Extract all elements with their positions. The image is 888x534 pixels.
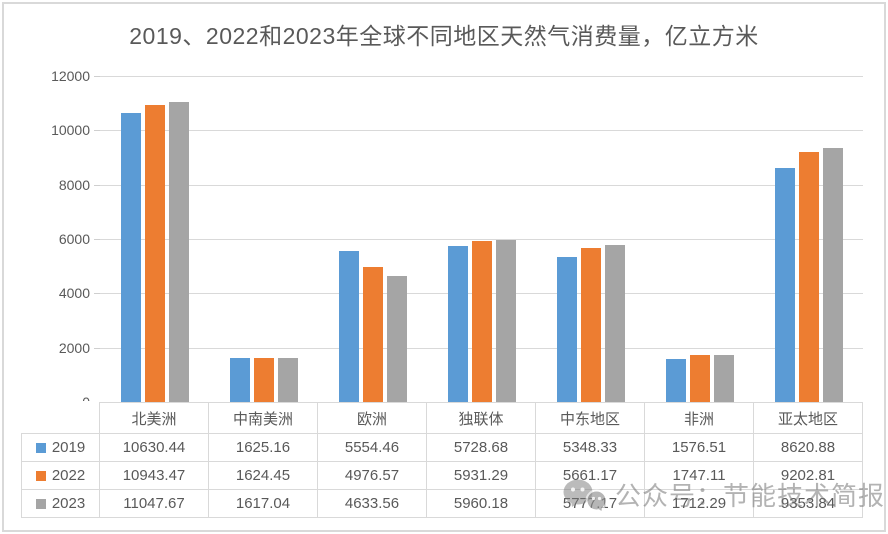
value-cell: 8620.88	[754, 434, 862, 461]
bar-2019	[556, 257, 577, 402]
plot-area	[100, 76, 863, 402]
gridline	[100, 130, 863, 131]
value-cell: 5777.17	[536, 490, 644, 517]
category-header: 独联体	[427, 403, 535, 433]
bar-2022	[362, 267, 383, 402]
data-table: 北美洲 中南美洲 欧洲 独联体 中东地区 非洲 亚太地区 2019 10630.44 1625.1…	[20, 401, 863, 518]
value-cell: 5348.33	[536, 434, 644, 461]
bar-group	[754, 76, 863, 402]
value-cell: 4976.57	[318, 462, 426, 489]
bar-2022	[580, 248, 601, 402]
bar-2023	[713, 355, 734, 402]
bar-group	[209, 76, 318, 402]
value-cell: 11047.67	[100, 490, 208, 517]
y-tick-label: 12000	[51, 68, 90, 84]
bar-2023	[277, 358, 298, 402]
bar-2023	[168, 102, 189, 402]
value-cell: 1625.16	[209, 434, 317, 461]
bar-group	[318, 76, 427, 402]
value-cell: 10630.44	[100, 434, 208, 461]
legend-label: 2019	[51, 439, 86, 456]
bar-2023	[495, 240, 516, 402]
value-cell: 1617.04	[209, 490, 317, 517]
y-tick-mark	[94, 293, 104, 294]
bar-2019	[229, 358, 250, 402]
bar-2023	[822, 148, 843, 402]
legend-key: 2022	[22, 462, 99, 489]
y-axis: 020004000600080001000012000	[0, 68, 104, 410]
bar-2019	[120, 113, 141, 402]
value-cell: 1712.29	[645, 490, 753, 517]
bar-2019	[338, 251, 359, 402]
bar-group	[100, 76, 209, 402]
y-tick-label: 8000	[58, 177, 90, 193]
bar-2019	[665, 359, 686, 402]
category-header: 欧洲	[318, 403, 426, 433]
y-tick-mark	[94, 130, 104, 131]
bar-2023	[386, 276, 407, 402]
legend-label: 2023	[51, 495, 86, 512]
bar-2019	[447, 246, 468, 402]
y-tick-label: 6000	[58, 231, 90, 247]
gridline	[100, 76, 863, 77]
legend-label: 2022	[51, 467, 86, 484]
legend-key: 2019	[22, 434, 99, 461]
gridline	[100, 185, 863, 186]
bar-group	[645, 76, 754, 402]
legend-key: 2023	[22, 490, 99, 517]
legend-swatch-2023	[35, 498, 46, 509]
value-cell: 9202.81	[754, 462, 862, 489]
bar-2022	[471, 241, 492, 402]
bar-2019	[774, 168, 795, 402]
y-tick-mark	[94, 185, 104, 186]
y-tick-label: 4000	[58, 285, 90, 301]
category-header: 非洲	[645, 403, 753, 433]
category-header: 中东地区	[536, 403, 644, 433]
gridline	[100, 239, 863, 240]
y-tick-mark	[94, 76, 104, 77]
value-cell: 1624.45	[209, 462, 317, 489]
y-tick-label: 10000	[51, 122, 90, 138]
value-cell: 4633.56	[318, 490, 426, 517]
value-cell: 5960.18	[427, 490, 535, 517]
bar-2022	[144, 105, 165, 402]
y-tick-mark	[94, 348, 104, 349]
bar-2022	[689, 355, 710, 402]
value-cell: 5554.46	[318, 434, 426, 461]
value-cell: 1747.11	[645, 462, 753, 489]
value-cell: 10943.47	[100, 462, 208, 489]
bar-group	[427, 76, 536, 402]
table-corner-cell	[20, 401, 99, 433]
category-header: 北美洲	[100, 403, 208, 433]
category-header: 中南美洲	[209, 403, 317, 433]
y-tick-mark	[94, 239, 104, 240]
y-tick-label: 2000	[58, 340, 90, 356]
category-header: 亚太地区	[754, 403, 862, 433]
value-cell: 5661.17	[536, 462, 644, 489]
legend-swatch-2019	[35, 442, 46, 453]
value-cell: 5728.68	[427, 434, 535, 461]
value-cell: 1576.51	[645, 434, 753, 461]
value-cell: 5931.29	[427, 462, 535, 489]
bar-group	[536, 76, 645, 402]
bar-2023	[604, 245, 625, 402]
chart-title: 2019、2022和2023年全球不同地区天然气消费量，亿立方米	[129, 23, 759, 49]
value-cell: 9353.84	[754, 490, 862, 517]
bar-2022	[253, 358, 274, 402]
bar-2022	[798, 152, 819, 402]
legend-swatch-2022	[35, 470, 46, 481]
